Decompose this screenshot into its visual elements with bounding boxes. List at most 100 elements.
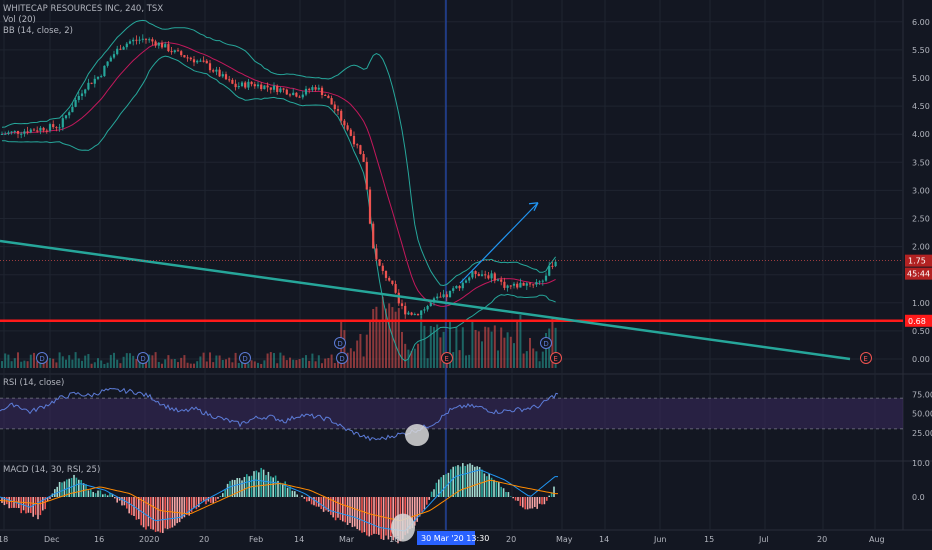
volume-bar — [29, 354, 32, 368]
macd-histogram-bar — [109, 493, 111, 497]
volume-bar — [500, 327, 503, 368]
symbol-title[interactable]: WHITECAP RESOURCES INC, 240, TSX — [3, 4, 164, 14]
candle-body — [404, 305, 407, 315]
event-marker[interactable] — [540, 337, 552, 349]
candle-body — [381, 265, 384, 271]
event-markers[interactable]: D D DDD EDE E — [36, 337, 872, 364]
volume-bar — [106, 362, 109, 368]
rsi-highlight-circle[interactable] — [405, 424, 429, 447]
event-marker[interactable] — [336, 352, 348, 364]
candle-body — [253, 84, 256, 87]
candle-body — [343, 120, 346, 126]
candle-body — [71, 106, 74, 113]
event-marker[interactable] — [860, 352, 872, 364]
volume-bar — [346, 352, 349, 368]
macd-histogram-bar — [97, 490, 99, 497]
volume-bar — [333, 362, 336, 368]
macd-histogram-bar — [428, 497, 430, 500]
macd-histogram-bar — [385, 497, 387, 536]
macd-histogram-bar — [87, 490, 90, 497]
candle-body — [400, 303, 404, 306]
volume-bar — [23, 360, 26, 368]
volume-bar — [362, 356, 365, 368]
candle-body — [461, 282, 464, 289]
candle-body — [458, 285, 461, 289]
candle-body — [448, 290, 452, 298]
event-marker[interactable] — [550, 352, 562, 364]
volume-bar — [125, 353, 128, 368]
macd-histogram-bar — [118, 497, 121, 501]
rsi-pane[interactable] — [0, 387, 903, 447]
candle-body — [157, 42, 160, 46]
price-tick-label: 6.00 — [912, 18, 930, 27]
volume-bar — [359, 333, 362, 368]
volume-bar — [186, 362, 189, 368]
macd-histogram-bar — [30, 497, 32, 514]
event-marker[interactable] — [334, 337, 346, 349]
candle-body — [279, 88, 282, 92]
macd-legend[interactable]: MACD (14, 30, RSI, 25) — [3, 465, 100, 476]
volume-bar — [4, 353, 7, 368]
countdown-badge — [905, 267, 932, 280]
macd-legend-label[interactable]: MACD (14, 30, RSI, 25) — [3, 465, 101, 475]
volume-bar — [157, 361, 160, 368]
macd-histogram-bar — [294, 491, 296, 497]
main-legend[interactable]: WHITECAP RESOURCES INC, 240, TSX Vol (20… — [3, 4, 163, 37]
macd-histogram-bar — [270, 476, 272, 497]
macd-histogram-bar — [505, 491, 507, 497]
event-marker[interactable] — [441, 352, 453, 364]
volume-bar — [74, 352, 77, 368]
macd-histogram-bar — [126, 497, 128, 509]
macd-histogram-bar — [166, 497, 169, 530]
candle-body — [87, 82, 90, 90]
candle-body — [64, 115, 68, 119]
candle-body — [250, 81, 253, 85]
volume-bar — [215, 355, 218, 368]
candle-body — [324, 95, 327, 97]
rsi-legend-label[interactable]: RSI (14, close) — [3, 378, 65, 388]
candle-body — [528, 283, 532, 285]
macd-highlight-circle[interactable] — [391, 513, 415, 542]
event-marker[interactable] — [239, 352, 251, 364]
macd-histogram-bar — [90, 489, 92, 497]
time-tick-label: 15 — [704, 535, 714, 544]
volume-bar — [519, 315, 522, 368]
candlesticks[interactable] — [0, 34, 557, 319]
drawing-overlays[interactable] — [0, 202, 903, 361]
event-marker[interactable] — [36, 352, 48, 364]
candle-body — [0, 133, 4, 135]
macd-histogram-bar — [222, 493, 224, 497]
macd-histogram-bar — [277, 480, 279, 497]
bb-legend[interactable]: BB (14, close, 2) — [3, 26, 73, 36]
volume-bar — [247, 363, 250, 368]
rsi-legend[interactable]: RSI (14, close) — [3, 378, 64, 389]
time-axis[interactable]: 18 Dec 16 2020 20 Feb 14 Mar 16 30 Mar '20 13:30 2… — [0, 531, 885, 545]
candle-body — [468, 277, 471, 281]
volume-legend[interactable]: Vol (20) — [3, 15, 36, 25]
macd-histogram-bar — [272, 477, 274, 497]
macd-histogram-bar — [469, 463, 471, 497]
candle-body — [372, 223, 375, 249]
macd-histogram-bar — [284, 481, 286, 497]
candle-body — [317, 87, 320, 90]
macd-histogram-bar — [534, 497, 536, 507]
arrow-shaft[interactable] — [459, 202, 539, 284]
volume-bar — [161, 363, 163, 368]
volume-bar — [26, 361, 29, 368]
macd-histogram-bar — [550, 492, 553, 497]
candle-body — [237, 86, 240, 88]
macd-histogram-bar — [32, 497, 34, 517]
candle-body — [212, 70, 215, 72]
macd-histogram-bar — [502, 488, 505, 497]
macd-histogram-bar — [164, 497, 166, 529]
price-axis[interactable]: 6.005.505.004.504.003.503.002.502.001.50… — [905, 18, 932, 502]
macd-histogram-bar — [476, 466, 478, 497]
volume-bar — [61, 356, 64, 368]
candle-body — [176, 50, 180, 52]
event-marker[interactable] — [137, 352, 149, 364]
macd-pane[interactable] — [0, 463, 558, 544]
volume-bar — [317, 355, 320, 368]
macd-histogram-bar — [286, 487, 289, 497]
volume-bar — [397, 308, 400, 368]
